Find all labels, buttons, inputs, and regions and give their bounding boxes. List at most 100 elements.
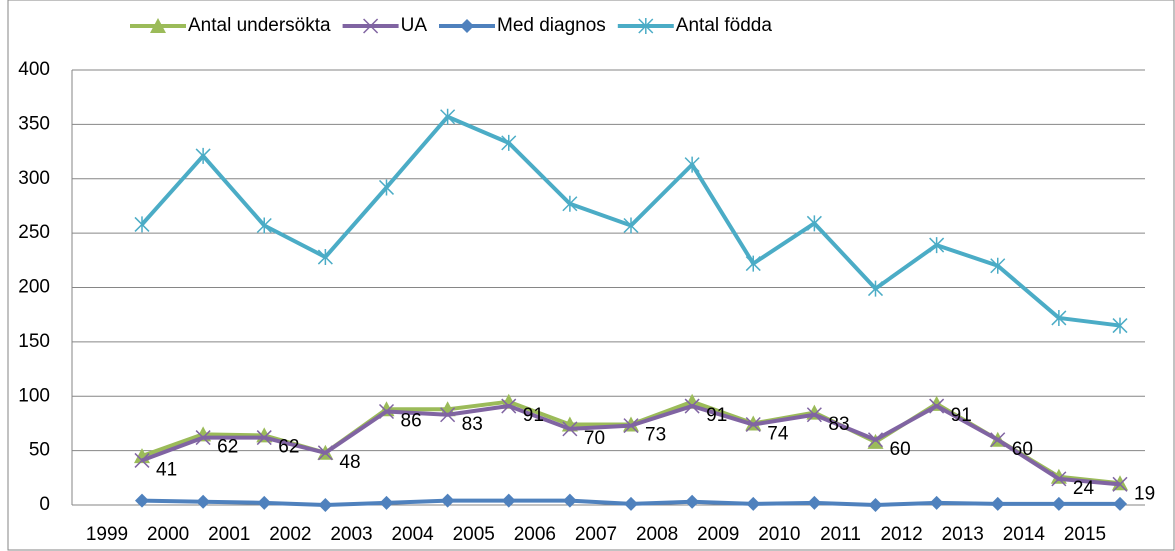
marker [501,493,516,508]
data-label: 48 [339,452,360,473]
marker [257,495,272,510]
data-label: 91 [706,405,727,426]
marker-shape [638,18,654,34]
marker [685,494,700,509]
marker-shape [746,496,761,511]
marker [317,445,333,461]
marker-shape [868,498,883,512]
marker [318,498,333,512]
marker-shape [745,255,761,272]
marker-shape [256,430,272,446]
marker-shape [1051,309,1067,326]
marker-shape [807,495,822,510]
marker-shape [745,416,761,433]
x-tick-label: 2005 [453,524,495,545]
data-label: 83 [828,414,849,435]
marker-shape [256,217,272,234]
marker [256,430,272,446]
marker-shape [624,496,638,511]
marker [990,432,1006,448]
marker [134,216,150,233]
y-tick-label: 350 [18,113,50,134]
marker [807,495,822,510]
marker-shape [806,407,822,423]
y-tick-label: 150 [18,331,50,352]
data-label: 19 [1134,483,1155,504]
x-tick-label: 2009 [697,524,739,545]
marker [1051,309,1067,326]
marker [806,215,822,232]
legend-label: Antal födda [676,15,773,36]
data-label: 91 [951,405,972,426]
marker-shape [684,398,700,414]
marker-shape [990,432,1006,448]
marker-shape [501,398,517,414]
marker [1113,496,1127,511]
marker [929,495,944,510]
marker [195,430,211,446]
x-tick-label: 2000 [147,524,189,545]
x-tick-label: 2014 [1003,524,1046,545]
marker [562,195,578,212]
data-label: 91 [523,405,544,426]
marker [867,432,884,448]
x-tick-label: 2011 [820,524,861,545]
marker-shape [990,496,1005,511]
data-label: 73 [645,425,666,446]
x-tick-label: 2006 [514,524,556,545]
marker [1051,471,1067,487]
marker-shape [134,216,150,233]
data-label: 62 [278,437,299,458]
marker [624,496,638,511]
marker-shape [867,432,884,448]
x-tick-label: 2007 [575,524,617,545]
marker-shape [562,421,578,437]
marker [990,496,1005,511]
marker-shape [1112,317,1128,334]
marker-shape [929,237,945,254]
marker-shape [317,249,333,266]
marker [378,403,395,420]
marker [135,493,149,508]
marker [746,496,761,511]
marker-shape [378,403,395,420]
marker [379,495,394,510]
y-tick-label: 400 [18,59,50,80]
marker [1112,476,1128,492]
y-tick-label: 0 [39,494,50,515]
marker-shape [134,452,150,468]
marker [1051,496,1066,511]
marker-shape [318,498,333,512]
marker [990,257,1006,274]
y-tick-label: 200 [18,277,50,298]
x-tick-label: 2012 [880,524,922,545]
marker [562,493,577,508]
marker-shape [196,494,211,509]
marker [460,19,474,33]
marker [638,18,654,34]
marker [867,280,884,297]
marker-shape [440,108,456,125]
marker [623,217,639,234]
x-tick-label: 2002 [269,524,311,545]
marker-shape [684,156,700,173]
marker-shape [150,18,166,33]
marker [868,498,883,512]
marker-shape [363,18,379,34]
marker [196,494,211,509]
marker-shape [1051,496,1066,511]
marker-shape [1051,471,1067,487]
marker [363,18,379,34]
marker [562,421,578,437]
marker-shape [929,398,945,414]
legend-label: UA [401,15,428,36]
marker-shape [623,418,639,434]
marker-shape [195,147,211,164]
data-label: 41 [156,459,177,480]
marker-shape [1112,476,1128,492]
legend-label: Antal undersökta [188,15,331,36]
y-tick-label: 50 [29,440,50,461]
marker [745,255,761,272]
marker [806,407,822,423]
